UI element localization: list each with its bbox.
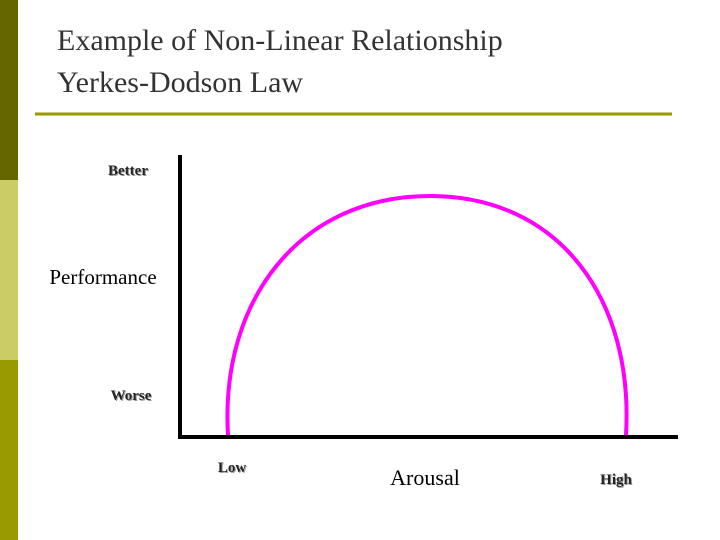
curve xyxy=(225,193,629,436)
x-left-label: Low xyxy=(218,460,247,476)
side-stripe xyxy=(0,360,18,540)
y-axis-label: Performance xyxy=(49,265,156,289)
x-right-label: High xyxy=(600,472,632,488)
side-stripe xyxy=(0,0,18,180)
side-stripe xyxy=(0,180,18,360)
title: Example of Non-Linear Relationship xyxy=(57,24,503,57)
title: Yerkes-Dodson Law xyxy=(57,66,303,99)
y-top-label: Better xyxy=(108,163,148,179)
x-axis-label: Arousal xyxy=(390,465,460,490)
y-bottom-label: Worse xyxy=(111,388,152,404)
